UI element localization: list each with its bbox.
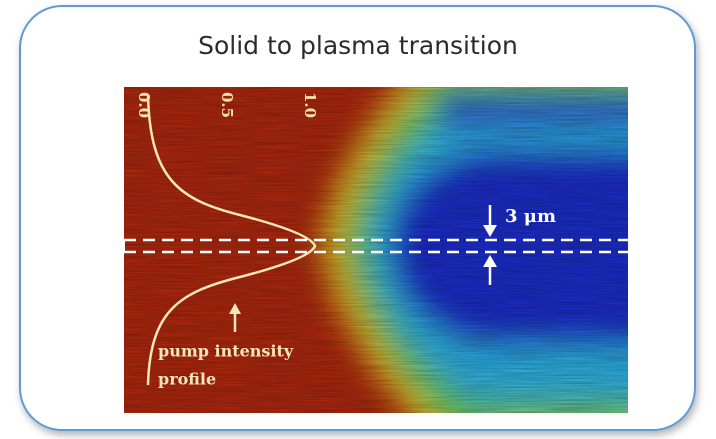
scale-label: 3 μm [505,206,556,227]
slide: Solid to plasma transition 0.0 0.5 1.0 3… [0,0,716,439]
annotation: profile [158,370,216,389]
annotation: pump intensity [158,342,294,361]
axis-label: 0.5 [218,92,236,118]
page: Solid to plasma transition 0.0 0.5 1.0 3… [0,0,716,439]
axis-label: 1.0 [301,92,319,118]
axis-label: 0.0 [135,92,153,118]
slide-title: Solid to plasma transition [198,31,518,60]
